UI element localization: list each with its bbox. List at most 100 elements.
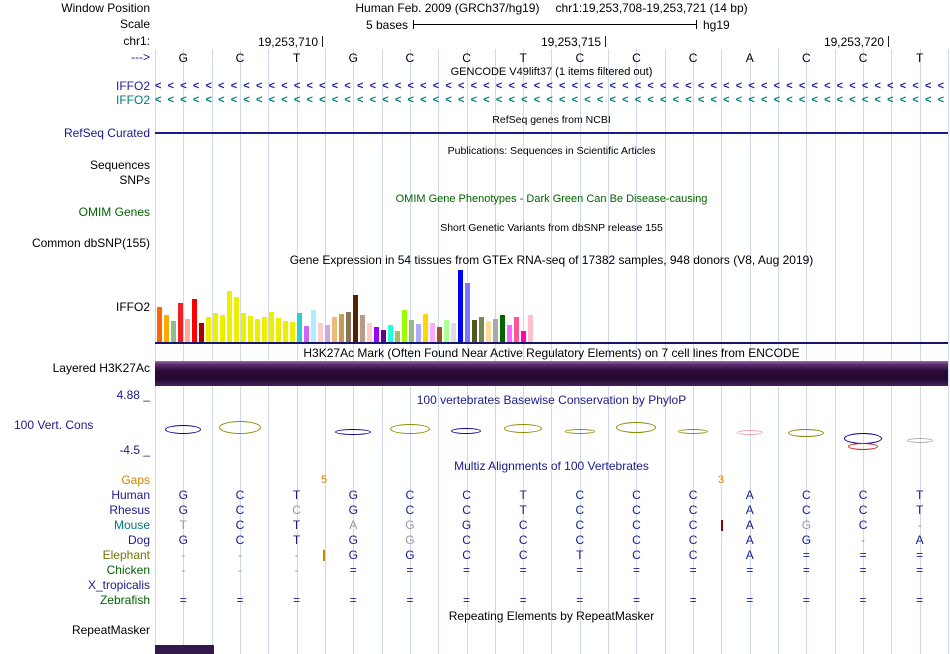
alignment-base: C — [405, 488, 415, 502]
gtex-tissue-bar — [171, 321, 176, 343]
gtex-tissue-bar — [437, 327, 442, 343]
base-position-ruler[interactable]: 19,253,710 19,253,715 19,253,720 — [0, 35, 950, 49]
alignment-base: - — [237, 563, 242, 577]
gap-count: 3 — [717, 474, 725, 486]
track-label-snps[interactable]: SNPs — [119, 173, 150, 187]
alignment-base: - — [294, 548, 299, 562]
alignment-base: C — [292, 503, 301, 517]
gtex-tissue-bar — [178, 303, 183, 343]
sequence-base: C — [235, 51, 245, 65]
alignment-base: = — [689, 593, 697, 607]
track-label-common-dbsnp[interactable]: Common dbSNP(155) — [31, 236, 150, 250]
alignment-base: C — [688, 488, 698, 502]
sequence-base: C — [575, 51, 585, 65]
alignment-base: = — [632, 563, 640, 577]
sequence-base: C — [462, 51, 471, 65]
track-label-chicken[interactable]: Chicken — [106, 563, 150, 577]
gene-label-iffo2-2[interactable]: IFFO2 — [115, 93, 150, 107]
alignment-base: G — [178, 488, 188, 502]
assembly-title: Human Feb. 2009 (GRCh37/hg19) — [355, 1, 540, 15]
track-label-repeatmasker[interactable]: RepeatMasker — [71, 623, 150, 637]
gtex-tissue-bar — [395, 331, 400, 343]
multiz-row-x_tropicalis[interactable] — [155, 579, 948, 593]
refseq-gene-line[interactable] — [155, 132, 948, 134]
grid-line — [551, 49, 553, 654]
gtex-tissue-bar — [507, 325, 512, 343]
alignment-base: C — [688, 548, 698, 562]
gtex-tissue-bar — [241, 313, 246, 343]
gtex-tissue-bar — [290, 322, 295, 343]
alignment-base: = — [406, 593, 414, 607]
track-label-sequences[interactable]: Sequences — [89, 158, 150, 172]
gtex-tissue-bar — [479, 317, 484, 343]
track-label-gtex-iffo2[interactable]: IFFO2 — [115, 300, 150, 314]
gtex-tissue-bar — [367, 323, 372, 343]
track-label-100-vert-cons[interactable]: 100 Vert. Cons — [14, 418, 94, 432]
conservation-glyph — [165, 424, 201, 434]
alignment-base: - — [181, 563, 186, 577]
alignment-base: T — [519, 488, 527, 502]
grid-line — [834, 49, 836, 654]
gtex-tissue-bar — [304, 326, 309, 343]
track-label-zebrafish[interactable]: Zebrafish — [99, 593, 150, 607]
grid-line — [268, 49, 270, 654]
gtex-tissue-bar — [227, 291, 232, 343]
h3k27ac-signal-band[interactable] — [155, 361, 948, 386]
track-label-mouse[interactable]: Mouse — [113, 518, 150, 532]
alignment-base: C — [632, 488, 641, 502]
conservation-glyph — [788, 429, 824, 437]
alignment-base: C — [858, 488, 868, 502]
gene-label-iffo2-1[interactable]: IFFO2 — [115, 79, 150, 93]
track-label-rhesus[interactable]: Rhesus — [109, 503, 150, 517]
multiz-row-chicken[interactable]: - - - = = = = = = = = = = = — [155, 564, 948, 578]
track-label-x_tropicalis[interactable]: X_tropicalis — [87, 578, 150, 592]
alignment-base: C — [858, 518, 868, 532]
gtex-tissue-bar — [255, 319, 260, 343]
conservation-glyph — [219, 420, 261, 434]
dbsnp-track-title: Short Genetic Variants from dbSNP releas… — [440, 222, 663, 234]
grid-line — [664, 49, 666, 654]
multiz-row-elephant[interactable]: - - - G G C C T C C A = = = — [155, 549, 948, 563]
grid-line — [891, 49, 893, 654]
alignment-base: C — [518, 518, 528, 532]
grid-line — [239, 49, 241, 654]
gtex-tissue-bar — [472, 320, 477, 343]
grid-line — [381, 49, 383, 654]
alignment-base: - — [237, 548, 242, 562]
track-label-human[interactable]: Human — [111, 488, 150, 502]
track-label-gaps[interactable]: Gaps — [121, 473, 150, 487]
track-label-dog[interactable]: Dog — [127, 533, 150, 547]
gencode-gene-row-iffo2-1[interactable]: <<<<<<<<<<<<<<<<<<<<<<<<<<<<<<<<<<<<<<<<… — [155, 80, 948, 92]
gtex-expression-bars[interactable] — [155, 268, 948, 343]
grid-line — [693, 49, 695, 654]
grid-line — [494, 49, 496, 654]
ruler-tick — [888, 36, 889, 47]
conservation-glyph — [844, 432, 882, 444]
track-label-layered-h3k27ac[interactable]: Layered H3K27Ac — [52, 361, 150, 375]
alignment-base: C — [462, 548, 471, 562]
sequence-base: C — [858, 51, 868, 65]
track-label-refseq-curated[interactable]: RefSeq Curated — [63, 126, 150, 140]
gtex-tissue-bar — [325, 325, 330, 343]
alignment-base: - — [181, 548, 186, 562]
alignment-base: = — [916, 548, 924, 562]
multiz-row-zebrafish[interactable]: = = = = = = = = = = = = = = — [155, 594, 948, 608]
sequence-base: A — [745, 51, 754, 65]
sequence-base: T — [916, 51, 924, 65]
gtex-tissue-bar — [381, 330, 386, 343]
sequence-base: C — [802, 51, 811, 65]
alignment-base: C — [235, 488, 245, 502]
alignment-base: C — [575, 533, 585, 547]
track-label-elephant[interactable]: Elephant — [102, 548, 150, 562]
gencode-gene-row-iffo2-2[interactable]: <<<<<<<<<<<<<<<<<<<<<<<<<<<<<<<<<<<<<<<<… — [155, 94, 948, 106]
repeatmasker-element[interactable] — [155, 645, 214, 654]
track-label-omim-genes[interactable]: OMIM Genes — [78, 205, 150, 219]
grid-line — [523, 49, 525, 654]
alignment-base: A — [745, 488, 754, 502]
